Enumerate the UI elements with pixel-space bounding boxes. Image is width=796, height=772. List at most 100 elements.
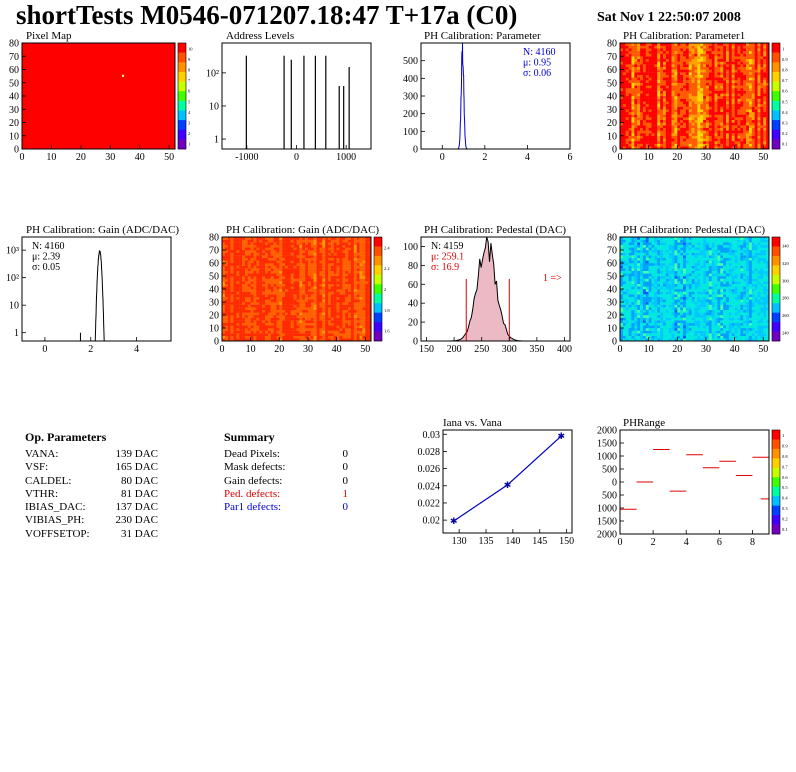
heatmap-cell — [754, 141, 758, 144]
heatmap-cell — [285, 330, 289, 334]
heatmap-cell — [717, 143, 721, 147]
heatmap-cell — [224, 239, 228, 243]
heatmap-cell — [307, 281, 312, 284]
heatmap-cell — [662, 74, 667, 78]
heatmap-cell — [242, 325, 246, 329]
heatmap-cell — [368, 322, 372, 326]
heatmap-cell — [645, 82, 649, 86]
heatmap-cell — [743, 138, 747, 142]
heatmap-cell — [339, 278, 343, 282]
heatmap-cell — [342, 276, 346, 279]
heatmap-cell — [313, 309, 317, 313]
heatmap-cell — [247, 315, 251, 318]
heatmap-cell — [233, 283, 237, 287]
heatmap-cell — [325, 268, 329, 271]
heatmap-cell — [694, 74, 698, 78]
heatmap-cell — [342, 317, 346, 321]
heatmap-cell — [631, 299, 635, 303]
heatmap-cell — [368, 333, 372, 336]
heatmap-cell — [322, 252, 326, 256]
heatmap-cell — [731, 66, 735, 70]
heatmap-cell — [296, 239, 300, 243]
heatmap-cell — [645, 119, 649, 123]
colorbar-band — [178, 129, 186, 140]
heatmap-cell — [328, 252, 332, 256]
heatmap-cell — [313, 242, 317, 245]
y-tick-label: 30 — [9, 105, 19, 116]
heatmap-cell — [350, 320, 355, 323]
heatmap-cell — [336, 270, 340, 274]
heatmap-cell — [250, 237, 254, 240]
heatmap-cell — [723, 61, 727, 65]
heatmap-cell — [253, 250, 257, 253]
heatmap-cell — [296, 304, 300, 308]
heatmap-cell — [645, 61, 649, 65]
heatmap-cell — [319, 330, 323, 334]
heatmap-cell — [325, 302, 329, 305]
heatmap-cell — [250, 263, 254, 266]
heatmap-cell — [697, 122, 701, 126]
heatmap-cell — [305, 247, 309, 251]
heatmap-cell — [282, 294, 286, 297]
heatmap-cell — [648, 88, 652, 91]
heatmap-cell — [356, 302, 360, 305]
heatmap-cell — [224, 283, 228, 287]
heatmap-cell — [685, 122, 689, 126]
heatmap-cell — [651, 141, 655, 144]
heatmap-cell — [700, 64, 704, 68]
heatmap-cell — [734, 135, 738, 139]
heatmap-cell — [224, 294, 228, 297]
colorbar-band — [772, 129, 780, 140]
heatmap-cell — [734, 96, 738, 99]
heatmap-cell — [362, 239, 366, 243]
heatmap-cell — [717, 103, 721, 107]
heatmap-cell — [620, 98, 624, 102]
heatmap-cell — [336, 325, 340, 329]
heatmap-cell — [634, 296, 638, 300]
heatmap-cell — [665, 64, 669, 68]
heatmap-cell — [697, 130, 701, 134]
heatmap-cell — [674, 130, 678, 134]
heatmap-cell — [685, 109, 689, 113]
heatmap-cell — [313, 237, 317, 240]
heatmap-cell — [620, 64, 624, 68]
heatmap-cell — [250, 252, 254, 256]
heatmap-cell — [325, 281, 329, 284]
heatmap-cell — [660, 80, 664, 83]
heatmap-cell — [720, 90, 724, 94]
heatmap-cell — [637, 138, 641, 142]
heatmap-cell — [642, 133, 646, 136]
heatmap-cell — [339, 291, 343, 295]
heatmap-cell — [680, 93, 684, 97]
heatmap-cell — [313, 281, 317, 284]
heatmap-cell — [628, 125, 632, 128]
heatmap-cell — [350, 263, 355, 266]
heatmap-cell — [637, 328, 641, 331]
heatmap-cell — [276, 307, 280, 310]
heatmap-cell — [362, 263, 366, 266]
heatmap-cell — [637, 72, 641, 75]
heatmap-cell — [640, 119, 644, 123]
colorbar-tick-label: 2 — [188, 131, 190, 136]
heatmap-cell — [645, 133, 649, 136]
heatmap-cell — [642, 270, 646, 274]
heatmap-cell — [711, 98, 715, 102]
heatmap-cell — [726, 103, 730, 107]
heatmap-cell — [279, 335, 283, 339]
heatmap-cell — [631, 263, 635, 266]
heatmap-cell — [668, 90, 672, 94]
chart-4: PH Calibration: Gain (ADC/DAC)N: 4160μ: … — [26, 224, 179, 342]
heatmap-cell — [743, 90, 747, 94]
heatmap-cell — [356, 330, 360, 334]
y-tick-label: 200 — [403, 109, 418, 120]
heatmap-cell — [244, 335, 248, 339]
heatmap-cell — [316, 250, 320, 253]
heatmap-cell — [293, 294, 297, 297]
heatmap-cell — [685, 103, 689, 107]
heatmap-cell — [654, 114, 658, 118]
heatmap-cell — [333, 247, 337, 251]
heatmap-cell — [336, 286, 340, 290]
heatmap-cell — [330, 335, 334, 339]
heatmap-cell — [657, 64, 661, 68]
heatmap-cell — [348, 307, 352, 310]
